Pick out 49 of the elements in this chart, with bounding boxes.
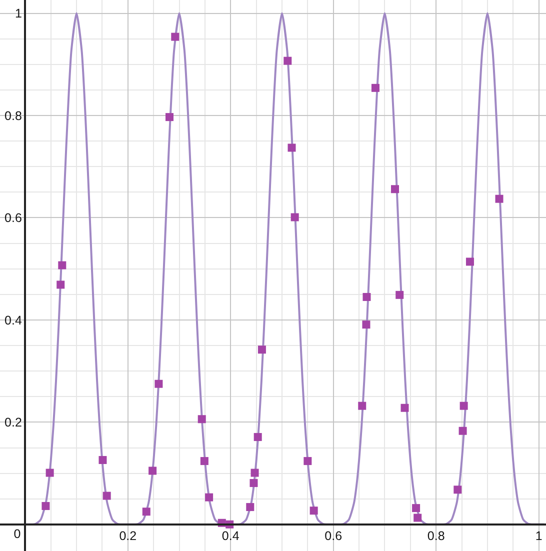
point xyxy=(46,468,54,477)
point xyxy=(310,506,318,515)
point xyxy=(42,502,50,510)
point xyxy=(304,457,312,466)
y-tick-label: 0.8 xyxy=(4,108,22,123)
y-tick-label: 0.2 xyxy=(4,416,22,430)
point xyxy=(396,290,404,299)
point xyxy=(458,426,467,435)
point xyxy=(290,213,299,222)
point xyxy=(284,56,292,65)
point xyxy=(358,402,366,410)
point xyxy=(466,258,474,266)
point xyxy=(250,468,259,477)
y-tick-label: 1 xyxy=(14,6,22,21)
y-tick-label: 0.4 xyxy=(4,313,22,328)
x-tick-label: 0.6 xyxy=(324,529,342,544)
x-tick-label: 0.2 xyxy=(119,529,137,544)
point xyxy=(454,486,462,494)
point xyxy=(102,492,111,500)
point xyxy=(58,261,66,270)
point xyxy=(254,433,262,442)
point xyxy=(142,508,150,516)
x-tick-label: 1 xyxy=(535,529,542,544)
point xyxy=(495,194,504,203)
point xyxy=(362,320,370,329)
point xyxy=(362,292,371,301)
point xyxy=(56,280,65,289)
point xyxy=(246,503,254,512)
point xyxy=(171,32,180,41)
point xyxy=(250,479,258,488)
y-tick-label: 0.6 xyxy=(4,211,22,226)
point xyxy=(371,84,380,92)
point xyxy=(200,457,208,466)
point xyxy=(258,346,266,354)
point xyxy=(154,380,163,388)
point xyxy=(460,402,468,410)
point xyxy=(400,404,409,412)
point xyxy=(148,466,157,475)
x-tick-label: 0.8 xyxy=(427,529,445,544)
point xyxy=(288,144,296,152)
point xyxy=(205,493,214,502)
point xyxy=(414,514,422,522)
point xyxy=(390,185,399,194)
point xyxy=(98,456,107,464)
point xyxy=(198,415,206,424)
point xyxy=(412,504,420,512)
point xyxy=(166,113,174,122)
x-tick-label: 0 xyxy=(14,526,21,541)
x-tick-label: 0.4 xyxy=(222,529,240,544)
